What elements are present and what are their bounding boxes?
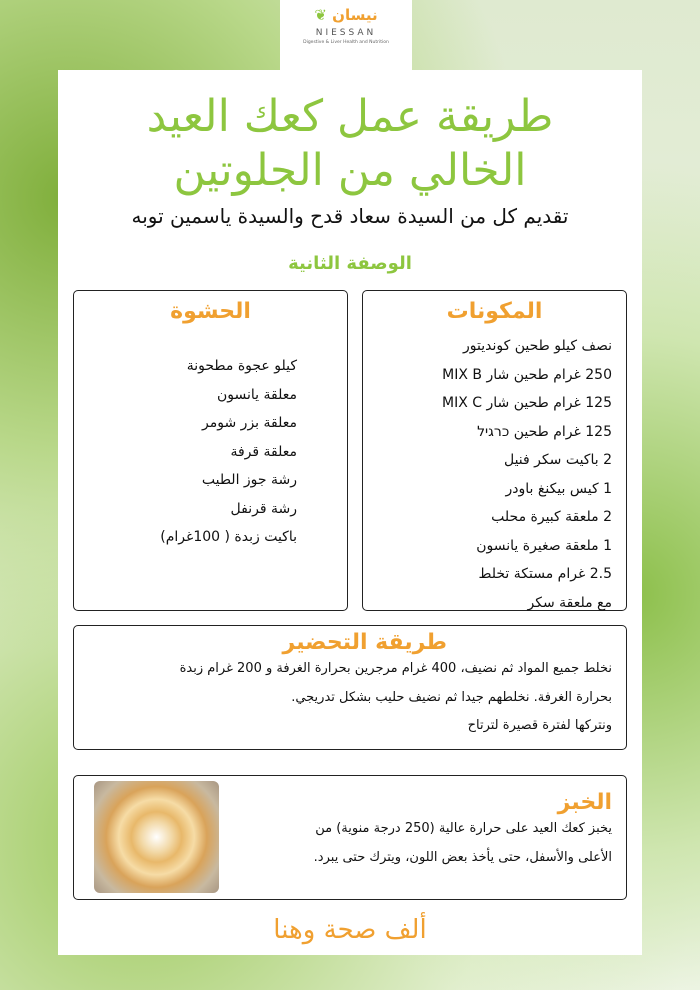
list-item: 125 غرام طحين כרגיל — [477, 423, 612, 440]
list-item: باكيت زبدة ( 100غرام) — [160, 529, 297, 545]
recipe-panel: طريقة عمل كعك العيد الخالي من الجلوتين ت… — [58, 70, 642, 955]
preparation-line: بحرارة الغرفة. نخلطهم جيدا ثم نضيف حليب … — [291, 689, 612, 705]
baking-line: يخبز كعك العيد على حرارة عالية (250 درجة… — [315, 821, 612, 836]
list-item: رشة جوز الطيب — [201, 472, 297, 488]
list-item: رشة قرنفل — [230, 500, 297, 517]
ingredients-heading: المكونات — [446, 299, 543, 324]
title-line-2: الخالي من الجلوتين — [173, 145, 527, 196]
subtitle: تقديم كل من السيدة سعاد قدح والسيدة ياسم… — [131, 204, 569, 228]
list-item: مع ملعقة سكر — [527, 594, 612, 611]
logo-mark: ❦ نيسان — [314, 6, 378, 24]
list-item: 2 ملعقة كبيرة محلب — [491, 509, 612, 525]
filling-box: الحشوة كيلو عجوة مطحونة معلقة يانسون معل… — [73, 290, 348, 611]
list-item: كيلو عجوة مطحونة — [186, 358, 297, 374]
list-item: 250 غرام طحين شار MIX B — [442, 366, 612, 383]
list-item: 2 باكيت سكر فنيل — [503, 452, 612, 468]
list-item: 1 كيس بيكنغ باودر — [505, 480, 612, 497]
list-item: 125 غرام طحين شار MIX C — [442, 395, 612, 411]
filling-list: كيلو عجوة مطحونة معلقة يانسون معلقة بزر … — [74, 324, 347, 552]
filling-heading: الحشوة — [170, 299, 251, 324]
list-item: معلقة بزر شومر — [202, 415, 297, 431]
title-line-1: طريقة عمل كعك العيد — [146, 91, 554, 142]
list-item: 1 ملعقة صغيرة يانسون — [476, 537, 612, 554]
preparation-box: طريقة التحضير نخلط جميع المواد ثم نضيف، … — [73, 625, 627, 750]
baking-heading: الخبز — [557, 790, 612, 815]
list-item: معلقة يانسون — [217, 386, 297, 403]
list-item: معلقة قرفة — [230, 443, 297, 460]
logo: ❦ نيسان NIESSAN Digestive & Liver Health… — [280, 0, 412, 70]
logo-tagline: Digestive & Liver Health and Nutrition — [303, 40, 389, 45]
preparation-line: ونتركها لفترة قصيرة لترتاح — [467, 718, 612, 733]
logo-name: NIESSAN — [315, 28, 377, 38]
ingredients-list: نصف كيلو طحين كونديتور 250 غرام طحين شار… — [363, 324, 626, 617]
list-item: نصف كيلو طحين كونديتور — [463, 338, 612, 354]
ingredients-box: المكونات نصف كيلو طحين كونديتور 250 غرام… — [362, 290, 627, 611]
preparation-line: نخلط جميع المواد ثم نضيف، 400 غرام مرجري… — [179, 661, 612, 676]
baking-box: الخبز يخبز كعك العيد على حرارة عالية (25… — [73, 775, 627, 900]
recipe-label: الوصفة الثانية — [288, 253, 412, 274]
list-item: 2.5 غرام مستكة تخلط — [478, 566, 612, 582]
kaak-cookie-image — [94, 781, 219, 893]
preparation-heading: طريقة التحضير — [282, 630, 447, 655]
footer-greeting: ألف صحة وهنا — [273, 915, 427, 945]
baking-line: الأعلى والأسفل، حتى يأخذ بعض اللون، ويتر… — [313, 849, 612, 865]
